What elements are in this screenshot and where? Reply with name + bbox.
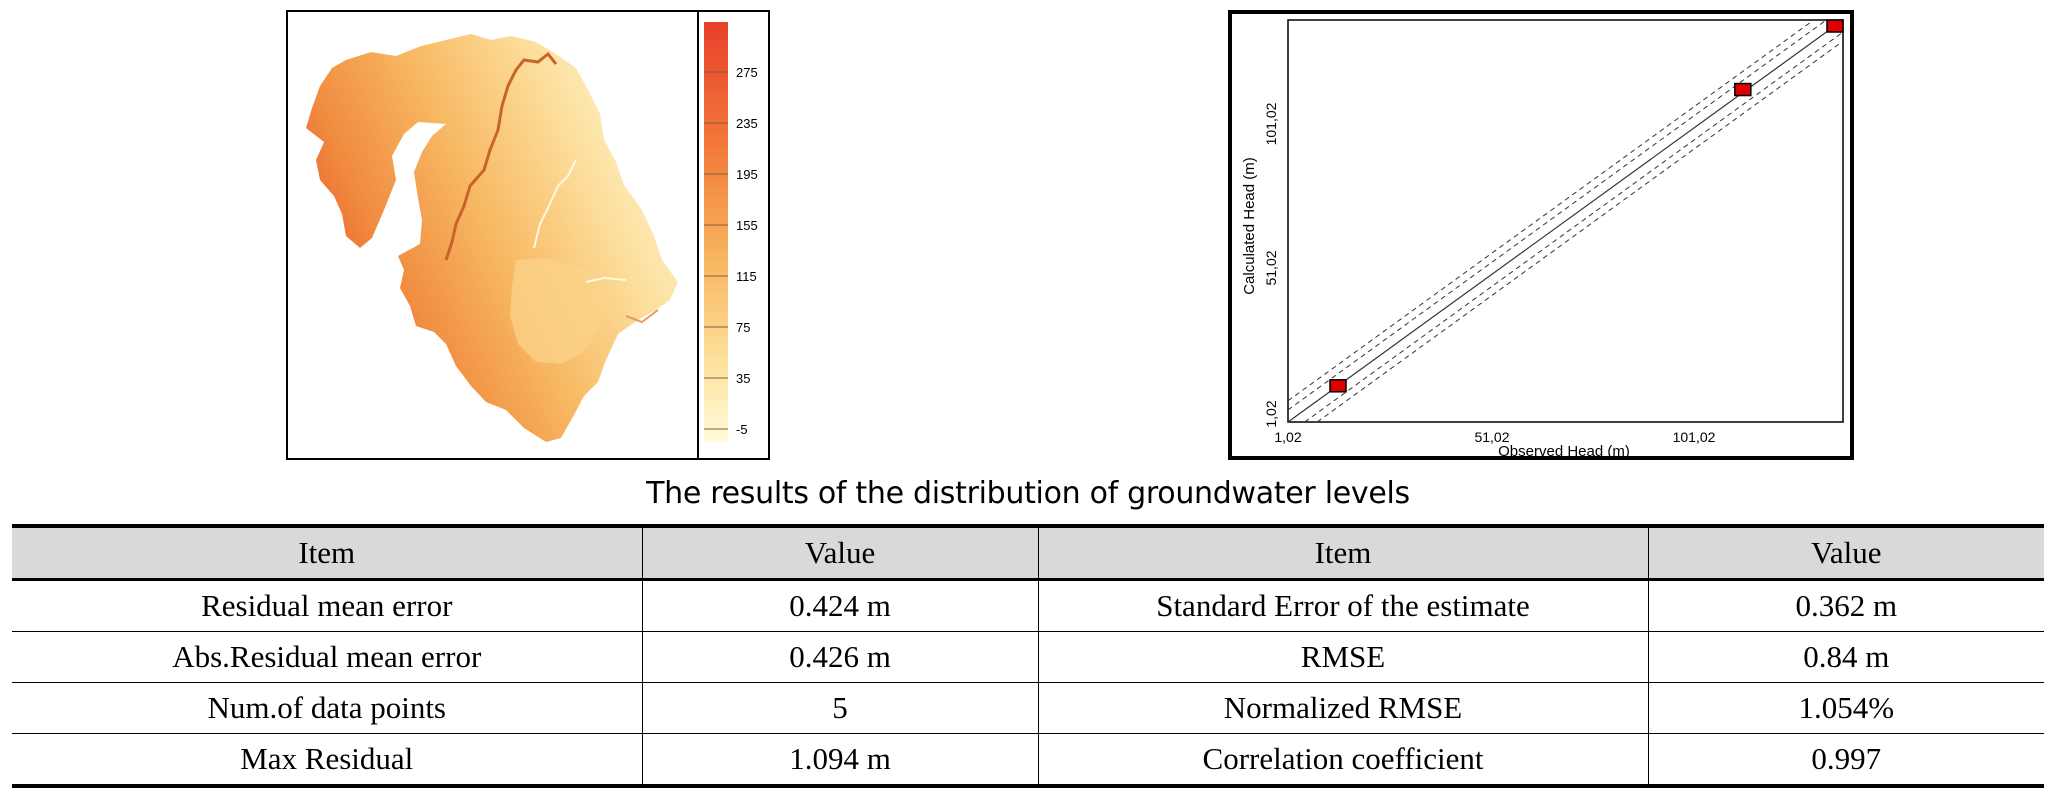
table-cell: 0.424 m (641, 579, 1038, 632)
confidence-band-line (1304, 31, 1844, 423)
legend-label: 75 (736, 320, 750, 335)
legend-label: 115 (736, 269, 757, 284)
table-row: Residual mean error 0.424 m Standard Err… (12, 579, 2044, 632)
table-cell: Residual mean error (12, 579, 642, 632)
table-cell: 0.426 m (641, 631, 1038, 683)
table-cell: 1.094 m (641, 733, 1038, 788)
column-header: Item (1037, 526, 1648, 581)
table-cell: 0.362 m (1647, 579, 2044, 632)
legend-label: 235 (736, 116, 758, 131)
legend-label: 275 (736, 65, 758, 80)
table-cell: Num.of data points (12, 682, 642, 734)
table-cell: Correlation coefficient (1037, 733, 1648, 788)
table-cell: Max Residual (12, 733, 642, 788)
table-cell: Normalized RMSE (1037, 682, 1648, 734)
table-cell: Standard Error of the estimate (1037, 579, 1648, 632)
x-tick-label: 1,02 (1274, 429, 1301, 445)
y-tick-label: 1,02 (1263, 400, 1279, 427)
data-point (1329, 379, 1347, 393)
confidence-band-line (1316, 40, 1844, 423)
confidence-band-line (1287, 19, 1815, 402)
river-main (444, 51, 558, 261)
column-header: Item (12, 526, 642, 581)
river-tributary (585, 276, 627, 283)
table-row: Num.of data points 5 Normalized RMSE 1.0… (12, 682, 2044, 734)
x-axis-label: Observed Head (m) (1498, 443, 1630, 460)
legend-label: 155 (736, 218, 758, 233)
river-tributary (625, 309, 659, 324)
table-cell: 0.84 m (1647, 631, 2044, 683)
table-cell: 1.054% (1647, 682, 2044, 734)
table-cell: 5 (641, 682, 1038, 734)
table-row: Abs.Residual mean error 0.426 m RMSE 0.8… (12, 631, 2044, 683)
calibration-scatter-plot: 1,02 51,02 101,02 Observed Head (m) 1,02… (1228, 10, 1854, 460)
legend-label: -5 (736, 422, 748, 437)
table-row: Max Residual 1.094 m Correlation coeffic… (12, 733, 2044, 788)
table-cell: RMSE (1037, 631, 1648, 683)
x-tick-label: 51,02 (1474, 429, 1509, 445)
y-tick-label: 101,02 (1263, 102, 1279, 145)
groundwater-level-map: 275 235 195 155 115 75 35 -5 (286, 10, 770, 460)
data-point (1826, 19, 1844, 33)
legend-label: 35 (736, 371, 750, 386)
river-tributary (533, 159, 577, 249)
results-table: Item Value Item Value Residual mean erro… (12, 524, 2044, 788)
y-tick-label: 51,02 (1263, 250, 1279, 285)
table-cell: 0.997 (1647, 733, 2044, 788)
legend-color-bar (704, 22, 728, 442)
table-header-row: Item Value Item Value (12, 526, 2044, 581)
map-lowland-zone (510, 258, 608, 364)
y-axis-label: Calculated Head (m) (1241, 157, 1258, 295)
x-tick-label: 101,02 (1673, 429, 1716, 445)
column-header: Value (1647, 526, 2044, 581)
data-point (1734, 82, 1752, 97)
figure-caption: The results of the distribution of groun… (646, 476, 1410, 511)
table-cell: Abs.Residual mean error (12, 631, 642, 683)
legend-label: 195 (736, 167, 758, 182)
column-header: Value (641, 526, 1038, 581)
